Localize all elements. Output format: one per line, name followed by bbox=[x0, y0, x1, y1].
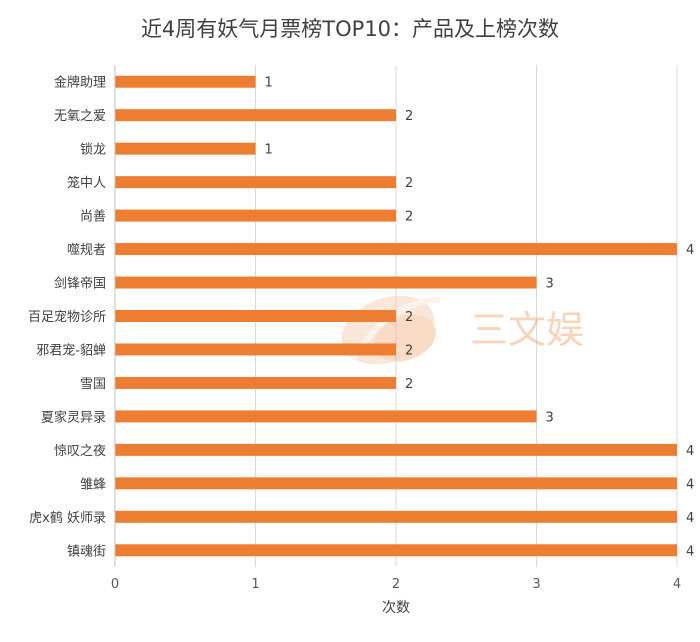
watermark: 三文娱 bbox=[341, 295, 584, 365]
data-label: 3 bbox=[546, 277, 554, 292]
category-label: 金牌助理 bbox=[54, 75, 106, 91]
data-label: 2 bbox=[405, 377, 413, 392]
bar-11 bbox=[115, 443, 677, 456]
x-axis-title: 次数 bbox=[382, 600, 410, 616]
category-labels: 金牌助理无氧之爱锁龙笼中人尚善噬规者剑锋帝国百足宠物诊所邪君宠-貂蝉雪国夏家灵异… bbox=[28, 75, 106, 560]
data-label: 4 bbox=[686, 477, 694, 492]
category-label: 百足宠物诊所 bbox=[28, 309, 106, 325]
chart-title: 近4周有妖气月票榜TOP10：产品及上榜次数 bbox=[141, 17, 559, 41]
bars bbox=[115, 75, 677, 557]
x-tick-labels: 0 1 2 3 4 bbox=[111, 577, 681, 592]
data-label: 4 bbox=[686, 544, 694, 559]
data-labels: 1 2 1 2 2 4 3 2 2 2 3 4 4 4 4 bbox=[265, 76, 695, 560]
x-tick-label: 1 bbox=[251, 577, 259, 592]
category-label: 雏蜂 bbox=[80, 476, 106, 492]
bar-2 bbox=[115, 142, 256, 155]
category-label: 笼中人 bbox=[67, 175, 106, 191]
data-label: 2 bbox=[405, 310, 413, 325]
bar-13 bbox=[115, 510, 677, 523]
category-label: 锁龙 bbox=[80, 142, 106, 158]
bar-5 bbox=[115, 243, 677, 256]
data-label: 2 bbox=[405, 176, 413, 191]
x-tick-label: 4 bbox=[673, 577, 681, 592]
bar-0 bbox=[115, 75, 256, 88]
category-label: 惊叹之夜 bbox=[54, 444, 106, 459]
bar-10 bbox=[115, 410, 537, 423]
bar-7 bbox=[115, 310, 396, 322]
category-label: 夏家灵异录 bbox=[41, 409, 106, 425]
category-label: 剑锋帝国 bbox=[54, 276, 106, 292]
data-label: 4 bbox=[686, 511, 694, 526]
bar-12 bbox=[115, 477, 677, 490]
watermark-logo-icon bbox=[341, 295, 441, 365]
data-label: 3 bbox=[546, 410, 554, 425]
category-label: 镇魂街 bbox=[67, 543, 106, 559]
category-label: 无氧之爱 bbox=[54, 109, 106, 124]
bar-3 bbox=[115, 176, 396, 189]
data-label: 2 bbox=[405, 343, 413, 358]
data-label: 1 bbox=[265, 76, 273, 91]
bar-14 bbox=[115, 544, 677, 557]
x-tick-label: 3 bbox=[532, 577, 540, 592]
bar-1 bbox=[115, 109, 396, 122]
category-label: 尚善 bbox=[80, 209, 106, 225]
data-label: 1 bbox=[265, 143, 273, 158]
category-label: 雪国 bbox=[80, 377, 106, 392]
category-label: 噬规者 bbox=[67, 243, 106, 258]
bar-4 bbox=[115, 209, 396, 222]
category-label: 邪君宠-貂蝉 bbox=[36, 342, 106, 358]
data-label: 4 bbox=[686, 243, 694, 258]
category-label: 虎x鹤 妖师录 bbox=[29, 510, 106, 526]
bar-8 bbox=[115, 343, 396, 356]
watermark-text: 三文娱 bbox=[470, 308, 584, 352]
x-tick-label: 2 bbox=[392, 577, 400, 592]
x-tick-label: 0 bbox=[111, 577, 119, 592]
data-label: 2 bbox=[405, 109, 413, 124]
bar-9 bbox=[115, 376, 396, 389]
data-label: 4 bbox=[686, 444, 694, 459]
bar-6 bbox=[115, 276, 537, 289]
data-label: 2 bbox=[405, 210, 413, 225]
